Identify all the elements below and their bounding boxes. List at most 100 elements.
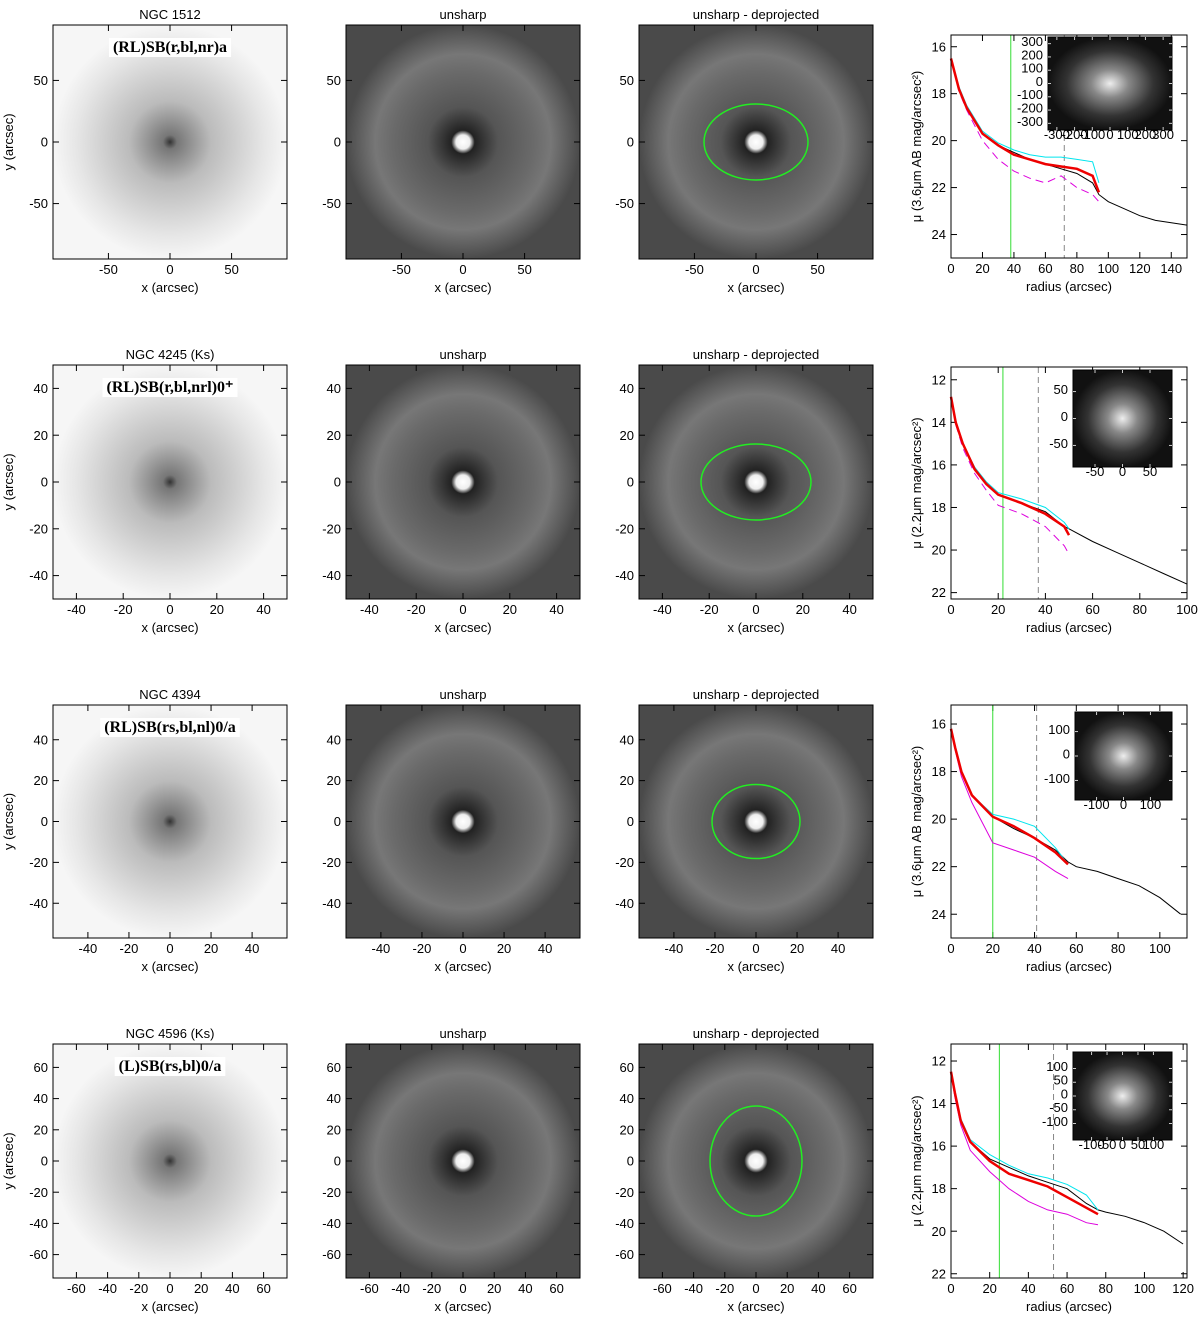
x-tick-label: 40 [245, 941, 259, 956]
y-tick-label: 100 [1021, 61, 1043, 76]
x-tick-label: -40 [78, 941, 97, 956]
y-tick-label: -100 [1044, 771, 1070, 786]
x-tick-label: 80 [1099, 1281, 1113, 1296]
x-tick-label: -50 [99, 262, 118, 277]
x-axis-label: x (arcsec) [727, 1299, 784, 1314]
y-tick-label: 40 [620, 381, 634, 396]
x-tick-label: 60 [1038, 261, 1052, 276]
y-tick-label: 20 [34, 428, 48, 443]
x-axis-label: radius (arcsec) [1026, 1299, 1112, 1314]
x-tick-label: 60 [1069, 941, 1083, 956]
x-tick-label: -20 [114, 602, 133, 617]
y-tick-label: 0 [41, 814, 48, 829]
y-tick-label: 0 [1061, 409, 1068, 424]
x-tick-label: 40 [538, 941, 552, 956]
x-tick-label: 0 [752, 1281, 759, 1296]
galaxy-image [53, 705, 287, 938]
y-tick-label: 22 [932, 859, 946, 874]
frame [950, 704, 1188, 939]
x-tick-label: 40 [1007, 261, 1021, 276]
galaxy-image [346, 1044, 580, 1278]
profile-line [949, 728, 1069, 866]
x-tick-label: -50 [685, 262, 704, 277]
x-tick-label: 20 [780, 1281, 794, 1296]
label-box [102, 378, 238, 397]
x-axis-label: x (arcsec) [727, 280, 784, 295]
y-tick-label: -20 [29, 855, 48, 870]
y-tick-label: -50 [1049, 436, 1068, 451]
profile-line [950, 728, 1069, 865]
x-tick-label: 60 [1085, 602, 1099, 617]
y-tick-label: 60 [327, 1060, 341, 1075]
x-tick-label: 20 [487, 1281, 501, 1296]
x-tick-label: 0 [947, 1281, 954, 1296]
y-tick-label: 18 [932, 1181, 946, 1196]
x-tick-label: 20 [991, 602, 1005, 617]
x-tick-label: -60 [360, 1281, 379, 1296]
y-tick-label: 20 [620, 1122, 634, 1137]
x-tick-label: 0 [1106, 127, 1113, 142]
y-tick-label: 50 [1054, 1073, 1068, 1088]
label-box [108, 38, 232, 57]
x-tick-label: 40 [225, 1281, 239, 1296]
x-axis-label: x (arcsec) [727, 959, 784, 974]
x-tick-label: 80 [1070, 261, 1084, 276]
x-tick-label: -40 [653, 602, 672, 617]
x-tick-label: 60 [842, 1281, 856, 1296]
x-tick-label: 0 [166, 262, 173, 277]
x-tick-label: 40 [1038, 602, 1052, 617]
x-tick-label: 0 [1120, 797, 1127, 812]
y-tick-label: 20 [327, 773, 341, 788]
x-tick-label: 20 [204, 941, 218, 956]
y-tick-label: -40 [29, 568, 48, 583]
x-tick-label: -60 [67, 1281, 86, 1296]
y-tick-label: 18 [932, 86, 946, 101]
panel-title: unsharp - deprojected [693, 347, 819, 362]
y-tick-label: 20 [327, 428, 341, 443]
x-axis-label: radius (arcsec) [1026, 959, 1112, 974]
y-tick-label: 22 [932, 1266, 946, 1281]
galaxy-image [53, 25, 287, 259]
x-tick-label: 20 [503, 602, 517, 617]
y-tick-label: 16 [932, 1139, 946, 1154]
frame [950, 1043, 1188, 1279]
y-tick-label: 0 [627, 475, 634, 490]
panel-title: NGC 4245 (Ks) [126, 347, 215, 362]
y-axis-label: μ (3.6μm AB mag/arcsec²) [909, 71, 924, 223]
y-tick-label: 60 [620, 1060, 634, 1075]
galaxy-image [639, 365, 873, 599]
x-tick-label: 20 [790, 941, 804, 956]
y-tick-label: 12 [932, 372, 946, 387]
x-tick-label: 40 [549, 602, 563, 617]
y-tick-label: -60 [29, 1247, 48, 1262]
x-tick-label: 0 [1119, 1137, 1126, 1152]
y-tick-label: 40 [327, 381, 341, 396]
y-tick-label: -20 [615, 1185, 634, 1200]
y-tick-label: 50 [620, 73, 634, 88]
x-tick-label: 40 [842, 602, 856, 617]
y-tick-label: 20 [327, 1122, 341, 1137]
y-axis-label: y (arcsec) [1, 453, 16, 510]
y-tick-label: 40 [34, 732, 48, 747]
x-tick-label: -20 [422, 1281, 441, 1296]
x-tick-label: 60 [1060, 1281, 1074, 1296]
y-tick-label: 40 [620, 732, 634, 747]
x-tick-label: -20 [700, 602, 719, 617]
x-tick-label: 0 [947, 602, 954, 617]
y-tick-label: 16 [932, 39, 946, 54]
y-tick-label: 22 [932, 585, 946, 600]
x-tick-label: 100 [1149, 941, 1171, 956]
x-tick-label: -40 [67, 602, 86, 617]
y-tick-label: 24 [932, 907, 946, 922]
y-tick-label: -20 [322, 1185, 341, 1200]
x-tick-label: -50 [1098, 1137, 1117, 1152]
galaxy-image [639, 25, 873, 259]
bar-ellipse [711, 783, 801, 860]
y-tick-label: 40 [34, 381, 48, 396]
y-tick-label: -50 [29, 196, 48, 211]
x-axis-label: x (arcsec) [141, 620, 198, 635]
y-tick-label: 20 [620, 428, 634, 443]
y-tick-label: 14 [932, 1096, 946, 1111]
x-tick-label: 0 [459, 1281, 466, 1296]
bar-ellipse [700, 443, 812, 521]
